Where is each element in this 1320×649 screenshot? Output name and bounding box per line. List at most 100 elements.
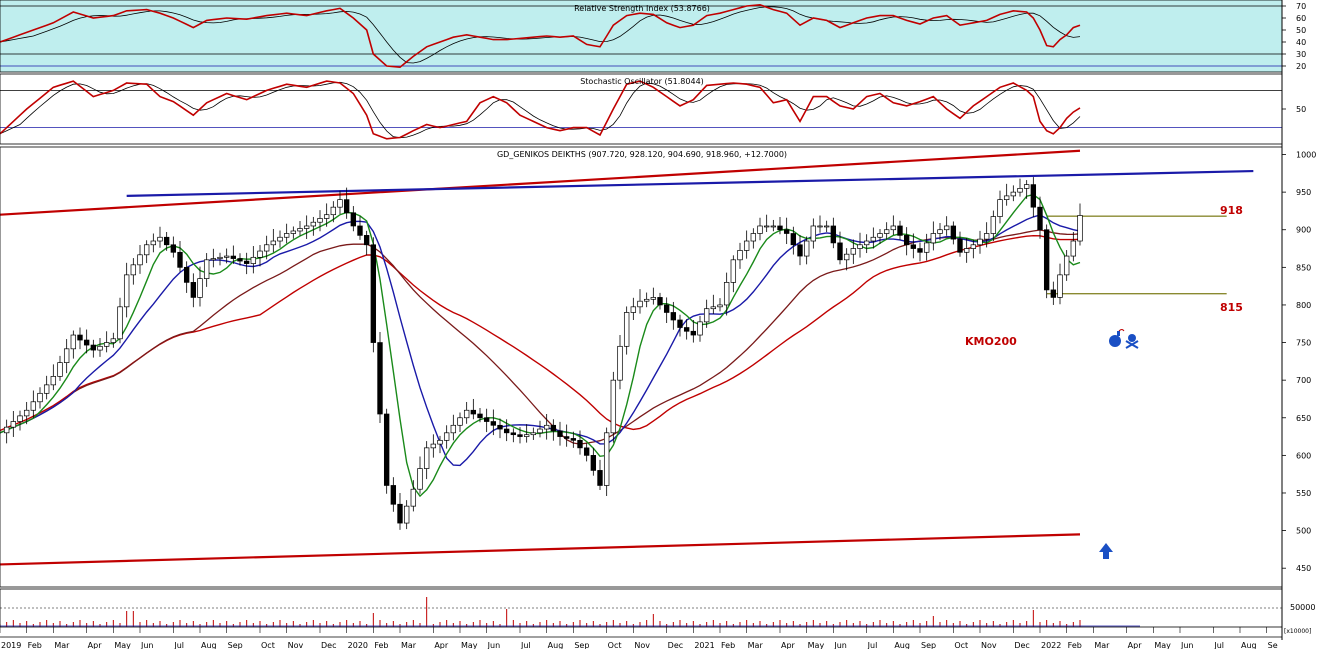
candle-body [63,348,70,363]
candle-body [443,432,450,441]
x-tick-label: 2022 [1041,641,1061,649]
candle-body [983,233,990,240]
candle-body [610,379,617,434]
candle-body [357,225,363,236]
candle-body [303,225,310,229]
candle-body [330,206,337,216]
rsi-tick-label: 60 [1296,14,1306,23]
rsi-signal-line [0,6,1081,64]
stochastic-panel: Stochastic Oscillator (51.8044) [0,74,1282,144]
stochastic-line [0,80,1081,140]
candle-body [963,248,970,253]
x-tick-label: Dec [1014,641,1029,649]
candle-body [977,238,983,246]
x-tick-label: Jun [1180,641,1194,649]
candle-body [783,229,790,234]
candle-body [603,432,610,486]
x-tick-label: Jul [520,641,531,649]
x-tick-label: Mar [1094,641,1110,649]
rsi-title: Relative Strength Index (53.8766) [574,4,710,13]
price-tick-label: 1000 [1296,151,1316,160]
candle-body [483,417,490,422]
candle-body [10,421,17,428]
candle-body [523,434,530,437]
candle-body [757,225,763,234]
x-tick-label: 2021 [694,641,714,649]
candle-body [210,258,217,261]
x-tick-label: Aug [201,641,217,649]
x-tick-label: Sep [921,641,936,649]
candle-body [723,282,730,306]
x-tick-label: Mar [401,641,417,649]
candle-body [663,304,670,313]
candle-body [637,300,643,308]
candle-body [810,225,817,242]
candle-body [103,342,110,347]
x-tick-label: Sep [228,641,243,649]
candle-body [557,430,563,437]
candle-body [377,342,383,415]
price-panel: GD_GENIKOS DEIKTHS (907.720, 928.120, 90… [0,147,1282,587]
candle-body [1030,184,1037,208]
annotation-918: 918 [1220,204,1243,217]
candle-body [957,238,963,253]
candle-body [430,443,437,449]
candle-body [943,225,950,231]
x-tick-label: Aug [1241,641,1257,649]
x-tick-label: Sep [574,641,589,649]
candle-body [823,225,830,228]
x-tick-label: Feb [721,641,735,649]
price-tick-label: 450 [1296,564,1311,573]
candle-body [583,447,590,456]
ma-darkred-line [0,229,1081,445]
price-tick-label: 950 [1296,188,1311,197]
candle-body [890,225,897,231]
volume-scale-label: [x10000] [1284,628,1311,635]
candle-body [257,250,263,258]
candle-body [683,327,690,332]
x-tick-label: Nov [634,641,650,649]
candle-body [883,229,890,234]
candle-body [763,225,770,228]
trendline [0,533,1081,566]
candle-body [123,274,130,308]
candle-body [710,306,717,310]
x-tick-label: Mar [748,641,764,649]
candle-body [670,312,677,321]
candle-body [23,409,30,417]
price-tick-label: 550 [1296,489,1311,498]
rsi-panel: Relative Strength Index (53.8766) [0,0,1282,72]
candle-body [817,225,823,228]
candle-body [57,362,63,377]
candle-body [370,244,377,343]
candle-body [263,244,270,252]
x-tick-label: Nov [288,641,304,649]
candle-body [97,345,103,351]
candle-body [703,308,710,323]
candle-body [1043,229,1050,291]
price-tick-label: 850 [1296,263,1311,272]
x-tick-label: Feb [1068,641,1082,649]
candle-body [110,338,117,343]
price-tick-label: 600 [1296,451,1311,460]
x-tick-label: Apr [88,641,103,649]
candle-body [343,199,350,214]
candle-body [917,248,923,253]
x-tick-label: Apr [1128,641,1143,649]
candle-body [1003,195,1010,200]
volume-panel: 50000 [x10000] [0,589,1315,635]
candle-body [30,401,37,411]
candle-body [617,345,623,381]
candle-body [677,319,683,328]
candle-body [690,330,697,336]
candle-body [717,304,723,308]
candle-body [910,244,917,249]
candle-body [470,409,477,415]
candle-body [750,233,757,242]
x-tick-label: Jul [1213,641,1224,649]
rsi-line [0,3,1081,69]
candle-body [463,409,470,419]
candle-body [50,376,57,386]
x-tick-label: Jun [833,641,847,649]
